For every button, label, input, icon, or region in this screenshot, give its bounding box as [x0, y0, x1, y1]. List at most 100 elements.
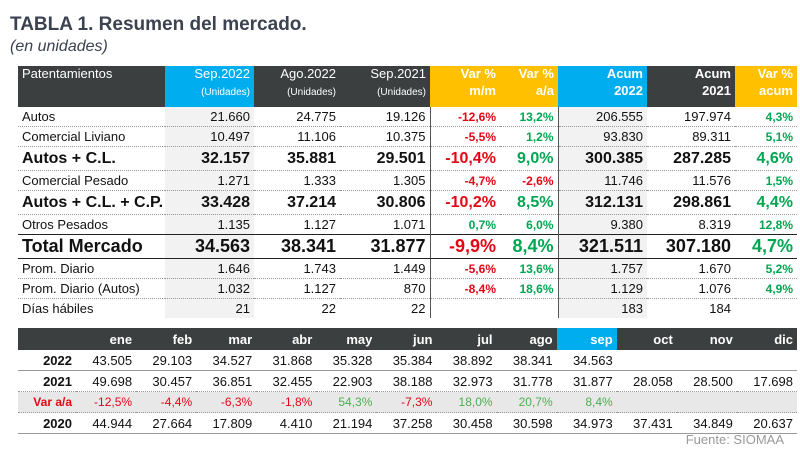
cell-var-aa: 1,2%	[500, 127, 558, 147]
cell-acum-2022: 300.385	[558, 147, 647, 171]
header-label: Var %	[519, 66, 554, 81]
table-row: Autos + C.L. + C.P.33.42837.21430.806-10…	[18, 191, 797, 215]
cell-var-aa	[500, 299, 558, 319]
cell-var-aa: 9,0%	[500, 147, 558, 171]
cell-mar: 34.527	[196, 350, 256, 371]
row-label: Autos + C.L. + C.P.	[18, 191, 165, 215]
cell-feb: -4,4%	[136, 392, 196, 413]
cell-ago-2022: 38.341	[254, 235, 340, 259]
month-header-feb: feb	[136, 328, 196, 350]
cell-acum-2021: 298.861	[647, 191, 735, 215]
cell-sep-2022: 1.271	[165, 171, 254, 191]
cell-var-acum: 4,9%	[735, 279, 797, 299]
cell-acum-2022: 9.380	[558, 215, 647, 235]
cell-acum-2021: 307.180	[647, 235, 735, 259]
cell-oct	[617, 392, 677, 413]
month-header-jun: jun	[376, 328, 436, 350]
cell-acum-2022: 93.830	[558, 127, 647, 147]
cell-acum-2021: 1.076	[647, 279, 735, 299]
cell-sep-2022: 33.428	[165, 191, 254, 215]
header-sep-2021: Sep.2021(Unidades)	[340, 66, 430, 107]
table-row: Autos + C.L.32.15735.88129.501-10,4%9,0%…	[18, 147, 797, 171]
cell-acum-2021: 11.576	[647, 171, 735, 191]
cell-var-acum: 12,8%	[735, 215, 797, 235]
header-label: Var %	[758, 66, 793, 81]
row-label: Total Mercado	[18, 235, 165, 259]
cell-sep-2022: 21	[165, 299, 254, 319]
cell-abr: 32.455	[256, 371, 316, 392]
cell-acum-2022: 312.131	[558, 191, 647, 215]
cell-jun: 35.384	[376, 350, 436, 371]
month-header-sep: sep	[557, 328, 617, 350]
cell-sep-2022: 34.563	[165, 235, 254, 259]
cell-var-mm: -10,4%	[430, 147, 500, 171]
cell-ene: 43.505	[76, 350, 136, 371]
header-sublabel: 2022	[562, 83, 643, 98]
row-label: Autos + C.L.	[18, 147, 165, 171]
cell-acum-2021: 89.311	[647, 127, 735, 147]
header-sublabel: (Unidades)	[344, 87, 426, 98]
cell-acum-2021: 287.285	[647, 147, 735, 171]
cell-oct: 37.431	[617, 413, 677, 434]
cell-sep-2021: 19.126	[340, 107, 430, 127]
row-label: Autos	[18, 107, 165, 127]
header-ago-2022: Ago.2022 (Unidades)	[254, 66, 340, 107]
table-row: 202243.50529.10334.52731.86835.32835.384…	[18, 350, 797, 371]
header-sublabel: a/a	[504, 83, 554, 98]
header-label: Var %	[461, 66, 496, 81]
table-row: Otros Pesados1.1351.1271.0710,7%6,0%9.38…	[18, 215, 797, 235]
table-row: 202044.94427.66417.8094.41021.19437.2583…	[18, 413, 797, 434]
cell-ene: -12,5%	[76, 392, 136, 413]
row-label: Prom. Diario (Autos)	[18, 279, 165, 299]
cell-var-mm: -4,7%	[430, 171, 500, 191]
cell-var-aa: -2,6%	[500, 171, 558, 191]
cell-feb: 27.664	[136, 413, 196, 434]
cell-ago-2022: 24.775	[254, 107, 340, 127]
month-header-dic: dic	[737, 328, 797, 350]
cell-var-mm: -10,2%	[430, 191, 500, 215]
cell-nov	[677, 350, 737, 371]
table-row: Comercial Liviano10.49711.10610.375-5,5%…	[18, 127, 797, 147]
row-label: Prom. Diario	[18, 259, 165, 279]
header-label: Acum	[607, 66, 643, 81]
cell-var-mm: -8,4%	[430, 279, 500, 299]
cell-jul: 38.892	[436, 350, 496, 371]
cell-ago: 38.341	[497, 350, 557, 371]
cell-feb: 29.103	[136, 350, 196, 371]
cell-mar: -6,3%	[196, 392, 256, 413]
cell-mar: 17.809	[196, 413, 256, 434]
monthly-table: enefebmarabrmayjunjulagosepoctnovdic 202…	[18, 328, 797, 434]
month-header-nov: nov	[677, 328, 737, 350]
cell-sep-2021: 30.806	[340, 191, 430, 215]
cell-acum-2022: 206.555	[558, 107, 647, 127]
cell-var-aa: 18,6%	[500, 279, 558, 299]
table-title: TABLA 1. Resumen del mercado.	[10, 14, 307, 36]
cell-dic	[737, 350, 797, 371]
cell-var-acum: 1,5%	[735, 171, 797, 191]
header-acum-2021: Acum2021	[647, 66, 735, 107]
header-sublabel: (Unidades)	[258, 87, 336, 98]
cell-acum-2022: 321.511	[558, 235, 647, 259]
header-sublabel: 2021	[651, 83, 731, 98]
header-label: Patentamientos	[22, 66, 112, 81]
cell-nov	[677, 392, 737, 413]
cell-ago: 30.598	[497, 413, 557, 434]
cell-abr: -1,8%	[256, 392, 316, 413]
cell-var-mm: -9,9%	[430, 235, 500, 259]
header-var-acum: Var % acum	[735, 66, 797, 107]
cell-var-mm: 0,7%	[430, 215, 500, 235]
cell-var-acum: 4,7%	[735, 235, 797, 259]
header-sublabel: acum	[739, 83, 793, 98]
cell-sep: 34.563	[557, 350, 617, 371]
cell-var-mm: -5,5%	[430, 127, 500, 147]
cell-var-aa: 8,5%	[500, 191, 558, 215]
cell-jun: -7,3%	[376, 392, 436, 413]
header-sublabel: m/m	[434, 83, 496, 98]
cell-var-aa: 13,6%	[500, 259, 558, 279]
cell-var-mm	[430, 299, 500, 319]
month-header-mar: mar	[196, 328, 256, 350]
row-label: 2022	[18, 350, 76, 371]
cell-mar: 36.851	[196, 371, 256, 392]
cell-acum-2021: 197.974	[647, 107, 735, 127]
header-label: Ago.2022	[280, 66, 336, 81]
